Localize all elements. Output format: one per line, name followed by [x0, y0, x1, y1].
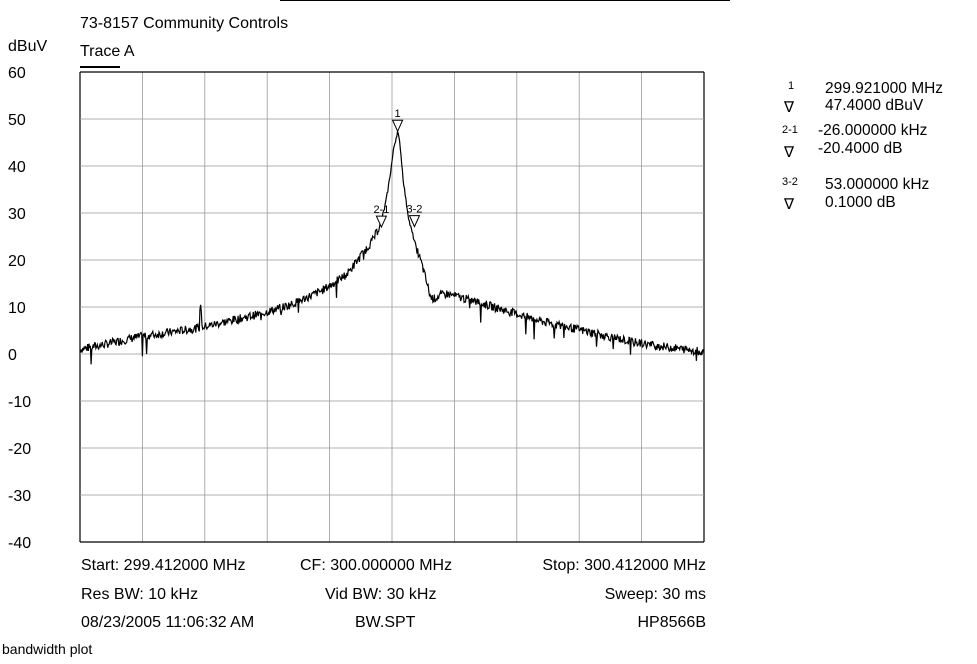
resolution-bandwidth: Res BW: 10 kHz [81, 586, 199, 603]
marker-label: 2-1 [373, 204, 389, 216]
y-tick-label: 20 [8, 253, 26, 270]
marker-2-1-delta-amplitude: -20.4000 dB [818, 140, 903, 157]
sweep-time: Sweep: 30 ms [604, 586, 706, 603]
instrument-model: HP8566B [637, 614, 707, 631]
center-frequency: CF: 300.000000 MHz [300, 557, 453, 574]
y-tick-label: -30 [8, 488, 31, 505]
marker-1-amplitude: 47.4000 dBuV [825, 97, 924, 114]
marker-3-2-delta-amplitude: 0.1000 dB [825, 194, 896, 211]
marker-triangle [375, 215, 388, 229]
file-name: BW.SPT [355, 614, 416, 631]
y-tick-label: 50 [8, 112, 26, 129]
trace-label: Trace A [80, 43, 135, 60]
timestamp: 08/23/2005 11:06:32 AM [81, 614, 255, 631]
trace-markers: 1 2-1 3-2 [373, 108, 423, 229]
marker-2-1-symbol: ∇ [784, 144, 795, 161]
marker-2-1-id: 2-1 [782, 124, 798, 136]
y-tick-label: -40 [8, 535, 31, 552]
marker-triangle [408, 215, 421, 228]
trace-underline [80, 66, 120, 68]
y-tick-label: 0 [8, 347, 17, 364]
y-tick-label: 10 [8, 300, 26, 317]
y-tick-labels: 60 50 40 30 20 10 0 -10 -20 -30 -40 [8, 65, 31, 552]
y-tick-label: -20 [8, 441, 31, 458]
marker-label: 3-2 [407, 204, 423, 216]
plot-grid [79, 71, 705, 543]
y-tick-label: 30 [8, 206, 26, 223]
marker-1-id: 1 [788, 80, 795, 92]
chart-title: 73-8157 Community Controls [80, 15, 289, 32]
marker-2-1-delta-frequency: -26.000000 kHz [818, 122, 928, 139]
y-tick-label: 40 [8, 159, 26, 176]
marker-label: 1 [395, 108, 401, 120]
marker-3-2-id: 3-2 [782, 176, 798, 188]
y-tick-label: 60 [8, 65, 26, 82]
y-axis-label: dBuV [8, 38, 48, 55]
marker-1-frequency: 299.921000 MHz [825, 80, 944, 97]
start-frequency: Start: 299.412000 MHz [81, 557, 246, 574]
y-tick-label: -10 [8, 394, 31, 411]
plot-caption: bandwidth plot [2, 641, 93, 657]
trace-a-line [79, 131, 705, 365]
marker-triangle [391, 119, 404, 133]
marker-3-2-delta-frequency: 53.000000 kHz [825, 176, 930, 193]
marker-3-2-symbol: ∇ [784, 196, 795, 213]
top-rule [280, 0, 730, 1]
stop-frequency: Stop: 300.412000 MHz [542, 557, 706, 574]
video-bandwidth: Vid BW: 30 kHz [325, 586, 437, 603]
marker-1-symbol: ∇ [784, 99, 795, 116]
